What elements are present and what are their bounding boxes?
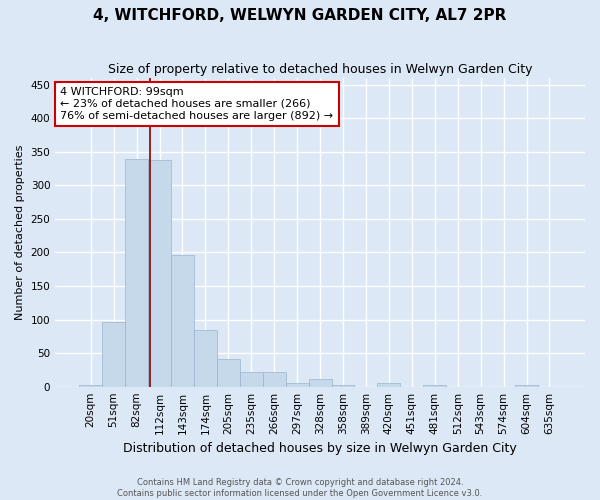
- Bar: [308, 380, 332, 386]
- Bar: [194, 330, 217, 386]
- Bar: [171, 255, 194, 386]
- Bar: [286, 384, 308, 386]
- Bar: [217, 359, 240, 386]
- Text: 4 WITCHFORD: 99sqm
← 23% of detached houses are smaller (266)
76% of semi-detach: 4 WITCHFORD: 99sqm ← 23% of detached hou…: [61, 88, 334, 120]
- Bar: [377, 384, 400, 386]
- Bar: [102, 322, 125, 386]
- Bar: [263, 372, 286, 386]
- Bar: [240, 372, 263, 386]
- Text: Contains HM Land Registry data © Crown copyright and database right 2024.
Contai: Contains HM Land Registry data © Crown c…: [118, 478, 482, 498]
- Y-axis label: Number of detached properties: Number of detached properties: [15, 144, 25, 320]
- Bar: [148, 160, 171, 386]
- Text: 4, WITCHFORD, WELWYN GARDEN CITY, AL7 2PR: 4, WITCHFORD, WELWYN GARDEN CITY, AL7 2P…: [94, 8, 506, 22]
- Bar: [125, 158, 148, 386]
- Title: Size of property relative to detached houses in Welwyn Garden City: Size of property relative to detached ho…: [108, 62, 532, 76]
- X-axis label: Distribution of detached houses by size in Welwyn Garden City: Distribution of detached houses by size …: [123, 442, 517, 455]
